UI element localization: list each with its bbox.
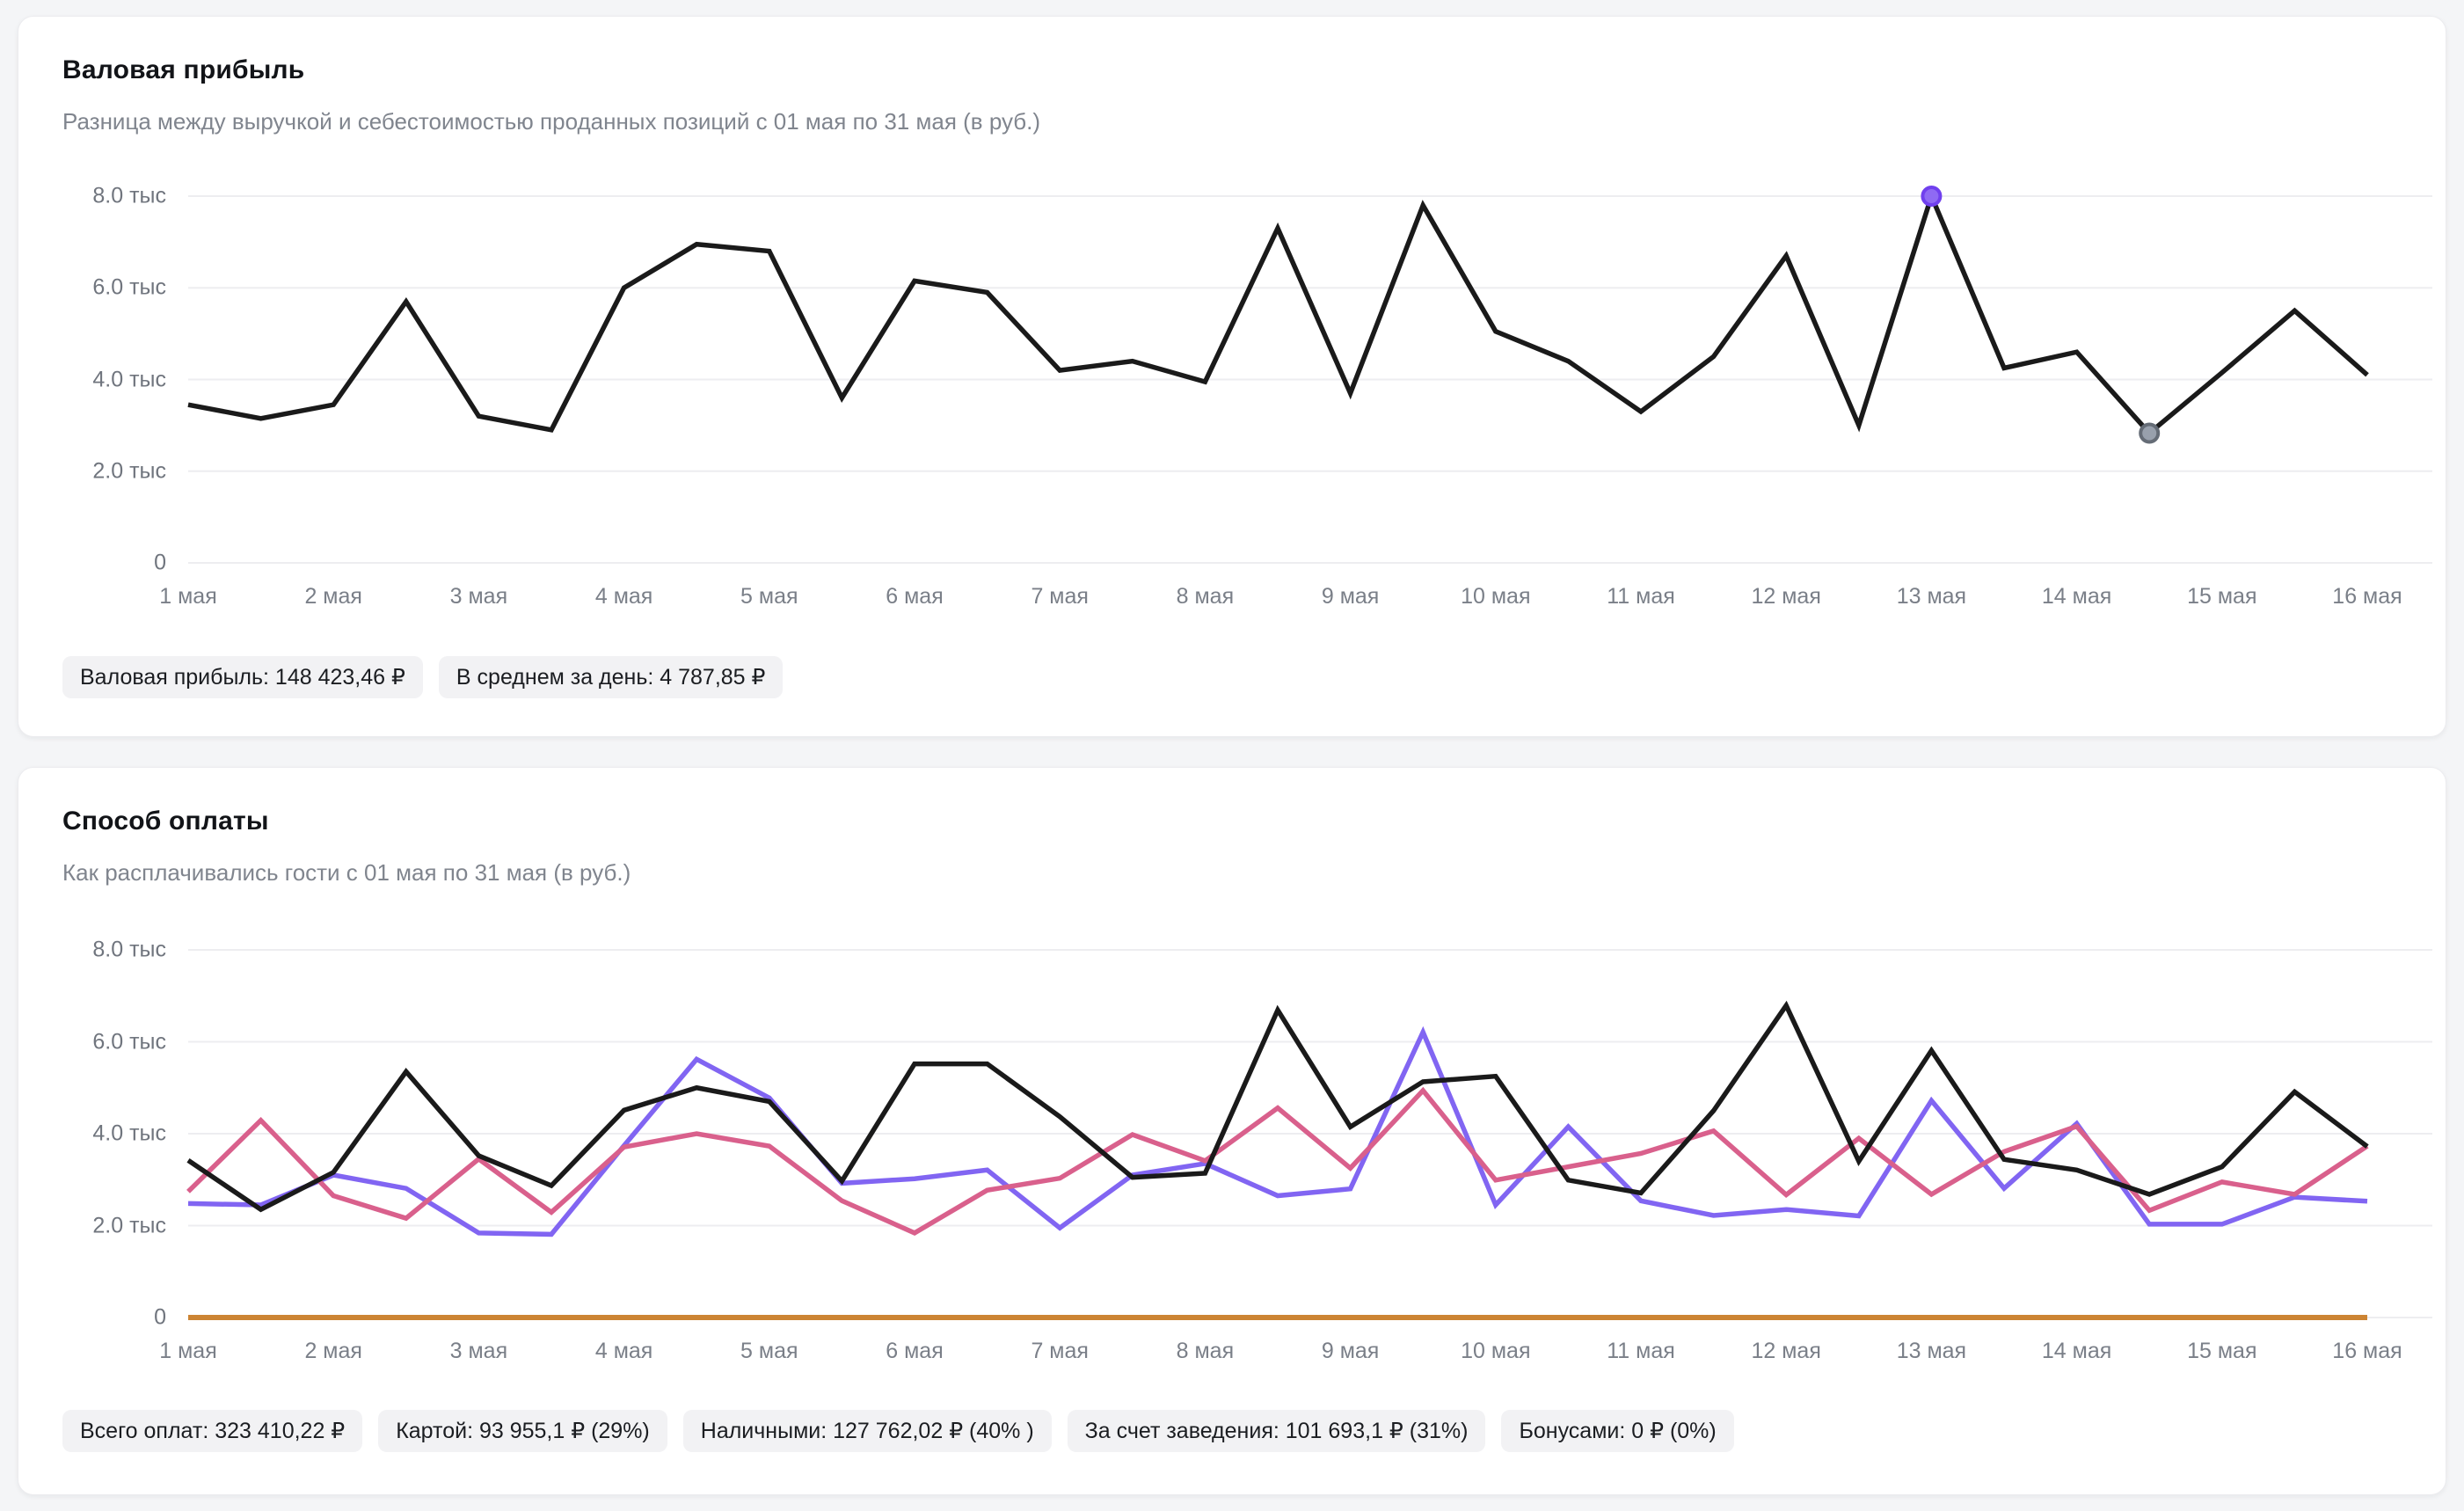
x-axis-tick-label: 3 мая <box>449 584 508 609</box>
y-axis-tick-label: 4.0 тыс <box>92 367 166 391</box>
stat-badge: Всего оплат: 323 410,22 ₽ <box>62 1410 363 1452</box>
x-axis-tick-label: 12 мая <box>1751 584 1821 609</box>
y-axis-tick-label: 2.0 тыс <box>92 1213 166 1237</box>
x-axis-tick-label: 9 мая <box>1321 1339 1380 1363</box>
y-axis-tick-label: 8.0 тыс <box>92 937 166 962</box>
y-axis-tick-label: 0 <box>154 1304 166 1330</box>
x-axis-tick-label: 2 мая <box>304 1339 362 1363</box>
stat-badge: За счет заведения: 101 693,1 ₽ (31%) <box>1067 1410 1486 1452</box>
x-axis-tick-label: 10 мая <box>1461 1339 1531 1363</box>
stat-badge: Валовая прибыль: 148 423,46 ₽ <box>62 656 423 698</box>
y-axis-tick-label: 6.0 тыс <box>92 274 166 300</box>
x-axis-tick-label: 6 мая <box>886 1339 944 1363</box>
x-axis-tick-label: 10 мая <box>1461 584 1531 609</box>
series-line-Наличными <box>186 1000 2369 1213</box>
x-axis-tick-label: 11 мая <box>1607 1339 1675 1363</box>
x-axis-tick-label: 5 мая <box>740 584 798 609</box>
x-axis-tick-label: 12 мая <box>1751 1339 1821 1363</box>
x-axis-tick-label: 1 мая <box>159 584 217 609</box>
series-line-За счет заведения <box>186 1086 2369 1236</box>
x-axis-tick-label: 13 мая <box>1896 584 1967 609</box>
x-axis-tick-label: 7 мая <box>1031 1339 1089 1363</box>
x-axis-tick-label: 6 мая <box>886 584 944 609</box>
x-axis-tick-label: 1 мая <box>159 1339 217 1363</box>
gross-profit-badges: Валовая прибыль: 148 423,46 ₽ В среднем з… <box>62 656 784 698</box>
gross-profit-subtitle: Разница между выручкой и себестоимостью … <box>62 108 1041 135</box>
x-axis-tick-label: 13 мая <box>1896 1339 1967 1363</box>
gross-profit-title: Валовая прибыль <box>62 55 305 84</box>
y-axis-tick-label: 6.0 тыс <box>92 1029 166 1054</box>
x-axis-tick-label: 8 мая <box>1176 1339 1235 1363</box>
x-axis-tick-label: 16 мая <box>2332 1339 2402 1363</box>
x-axis-tick-label: 2 мая <box>304 584 362 609</box>
x-axis-tick-label: 4 мая <box>594 584 653 609</box>
y-axis-tick-label: 2.0 тыс <box>92 458 166 484</box>
payment-method-subtitle: Как расплачивались гости с 01 мая по 31 … <box>62 859 631 886</box>
payment-method-card: Способ оплаты Как расплачивались гости с… <box>18 767 2446 1495</box>
x-axis-tick-label: 9 мая <box>1321 584 1380 609</box>
chart-canvas[interactable] <box>18 17 2447 738</box>
x-axis-tick-label: 15 мая <box>2187 584 2257 609</box>
x-axis-tick-label: 7 мая <box>1031 584 1089 609</box>
stat-badge: В среднем за день: 4 787,85 ₽ <box>438 656 784 698</box>
x-axis-tick-label: 8 мая <box>1176 584 1235 609</box>
payment-method-title: Способ оплаты <box>62 807 269 836</box>
stat-badge: Наличными: 127 762,02 ₽ (40% ) <box>682 1410 1052 1452</box>
x-axis-tick-label: 14 мая <box>2041 584 2112 609</box>
series-line-Картой <box>187 1026 2368 1237</box>
x-axis-tick-label: 16 мая <box>2332 584 2402 609</box>
x-axis-tick-label: 15 мая <box>2187 1339 2257 1363</box>
x-axis-tick-label: 4 мая <box>594 1339 653 1363</box>
x-axis-tick-label: 5 мая <box>740 1339 798 1363</box>
stat-badge: Бонусами: 0 ₽ (0%) <box>1501 1410 1734 1452</box>
highlight-point-gray[interactable] <box>2139 422 2161 444</box>
x-axis-tick-label: 11 мая <box>1607 584 1675 609</box>
payment-method-badges: Всего оплат: 323 410,22 ₽ Картой: 93 955,… <box>62 1410 1734 1452</box>
chart-canvas[interactable] <box>18 768 2447 1496</box>
x-axis-tick-label: 14 мая <box>2041 1339 2112 1363</box>
x-axis-tick-label: 3 мая <box>449 1339 508 1363</box>
y-axis-tick-label: 4.0 тыс <box>92 1120 166 1146</box>
y-axis-tick-label: 8.0 тыс <box>92 183 166 208</box>
series-line-Валовая прибыль <box>187 189 2369 437</box>
gross-profit-card: Валовая прибыль Разница между выручкой и… <box>18 16 2446 737</box>
highlight-point-purple[interactable] <box>1921 186 1943 207</box>
stat-badge: Картой: 93 955,1 ₽ (29%) <box>378 1410 667 1452</box>
y-axis-tick-label: 0 <box>154 550 166 575</box>
